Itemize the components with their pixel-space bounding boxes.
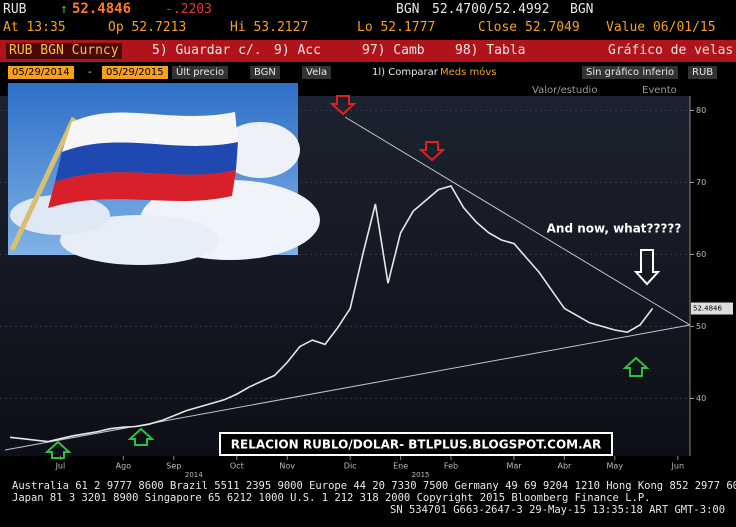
x-tick-label: Oct xyxy=(230,462,244,471)
tool-study[interactable]: Valor/estudio xyxy=(532,85,598,96)
year-label: 2015 xyxy=(412,471,430,479)
high: Hi 53.2127 xyxy=(230,20,309,35)
ticker: RUB xyxy=(3,2,27,17)
y-tick-label: 40 xyxy=(696,394,706,403)
currency: BGN xyxy=(396,2,420,17)
resistance-line xyxy=(344,116,691,326)
x-tick-label: May xyxy=(607,462,624,471)
time: At 13:35 xyxy=(3,20,66,35)
up-arrow: ↑ xyxy=(60,2,68,17)
security[interactable]: RUB BGN Curncy xyxy=(6,43,122,59)
x-tick-label: Nov xyxy=(279,462,295,471)
x-tick-label: Dic xyxy=(344,462,357,471)
y-tick-label: 70 xyxy=(696,178,706,187)
low: Lo 52.1777 xyxy=(357,20,436,35)
annotation: And now, what????? xyxy=(547,222,682,236)
y-tick-label: 50 xyxy=(696,322,706,331)
chart-type: Gráfico de velas xyxy=(608,43,734,58)
currency-select[interactable]: RUB xyxy=(688,66,718,79)
bid-ask: 52.4700/52.4992 xyxy=(432,2,550,17)
start-date[interactable]: 05/29/2014 xyxy=(8,66,74,79)
open: Op 52.7213 xyxy=(108,20,187,35)
last-price-box xyxy=(691,302,733,315)
x-tick-label: Jul xyxy=(55,462,66,471)
style-field[interactable]: Vela xyxy=(302,66,332,79)
menu-bar xyxy=(0,40,736,62)
price-field[interactable]: Últ precio xyxy=(172,66,228,79)
change: -.2203 xyxy=(165,2,212,17)
end-date[interactable]: 05/29/2015 xyxy=(102,66,168,79)
x-tick-label: Ene xyxy=(393,462,408,471)
moving-avg[interactable]: Meds móvs xyxy=(440,67,497,78)
menu-save[interactable]: 5) Guardar c/. xyxy=(152,43,262,58)
tool-event[interactable]: Evento xyxy=(642,85,677,96)
arrows xyxy=(44,95,661,459)
support-line xyxy=(4,324,691,451)
x-tick-label: Ago xyxy=(116,462,132,471)
caption: RELACION RUBLO/DOLAR- BTLPLUS.BLOGSPOT.C… xyxy=(231,438,601,452)
currency: BGN xyxy=(570,2,594,17)
price-line xyxy=(9,185,654,443)
menu-actions[interactable]: 9) Acc xyxy=(274,43,321,58)
compare[interactable]: 1l) Comparar xyxy=(372,67,438,78)
year-label: 2014 xyxy=(185,471,203,479)
footer-line: SN 534701 G663-2647-3 29-May-15 13:35:18… xyxy=(390,504,726,516)
date-dash: - xyxy=(88,67,92,78)
y-tick-label: 80 xyxy=(696,106,706,115)
footer-line: Australia 61 2 9777 8600 Brazil 5511 239… xyxy=(12,480,736,492)
menu-table[interactable]: 98) Tabla xyxy=(455,43,526,58)
value-date: Value 06/01/15 xyxy=(606,20,716,35)
x-tick-label: Mar xyxy=(506,462,522,471)
footer-line: Japan 81 3 3201 8900 Singapore 65 6212 1… xyxy=(12,492,651,504)
x-tick-label: Feb xyxy=(444,462,458,471)
y-tick-label: 60 xyxy=(696,250,706,259)
flag-photo xyxy=(8,83,320,265)
lower-chart[interactable]: Sin gráfico inferio xyxy=(582,66,679,79)
x-tick-label: Abr xyxy=(557,462,572,471)
x-tick-label: Sep xyxy=(166,462,181,471)
last-price-label: 52.4846 xyxy=(693,305,722,313)
caption-box xyxy=(219,432,613,456)
currency-field[interactable]: BGN xyxy=(250,66,280,79)
x-tick-label: Jun xyxy=(671,462,685,471)
plot-area xyxy=(0,96,690,456)
menu-change[interactable]: 97) Camb xyxy=(362,43,425,58)
close: Close 52.7049 xyxy=(478,20,580,35)
last-price: 52.4846 xyxy=(72,1,132,17)
